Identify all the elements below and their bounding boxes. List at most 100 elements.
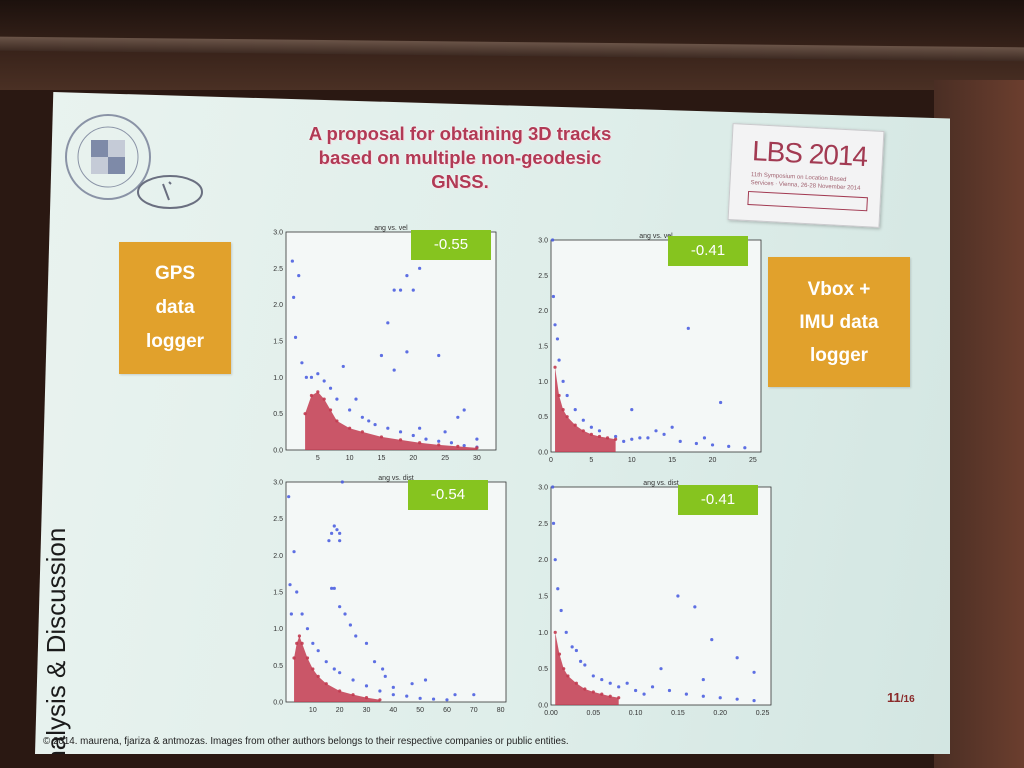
x-tick-label: 30 [473,455,481,462]
data-point-red [316,390,320,394]
data-point-blue [555,337,560,341]
data-point-blue [338,539,342,543]
chart-title: ang vs. vel [639,233,673,240]
y-tick-label: 1.5 [273,590,283,597]
series-red-band [555,367,616,452]
data-point-blue [597,429,602,433]
data-point-blue [462,444,466,448]
data-point-blue [364,684,369,688]
x-tick-label: 0.15 [671,710,685,717]
x-tick-label: 15 [378,455,386,462]
data-point-blue [475,437,479,441]
data-point-blue [332,524,336,528]
data-point-blue [710,443,715,447]
series-red-band [294,636,380,702]
chart-ang-vel-gps-svg: ang vs. vel 0.0 0.5 1.0 1.5 2.0 2.5 3.0 5 10 15 20 2… [273,225,497,462]
y-tick-label: 1.0 [273,375,283,382]
data-point-blue [654,429,658,433]
correlation-badge: -0.41 [668,236,748,266]
data-point-blue [561,379,565,383]
x-tick-label: 0.20 [713,710,727,717]
data-point-blue [309,375,314,379]
data-point-red [303,412,307,416]
data-point-blue [364,641,369,645]
data-point-blue [391,685,395,689]
data-point-blue [553,558,557,562]
data-point-red [295,641,299,645]
y-tick-label: 1.0 [538,379,548,386]
data-point-red [309,393,314,398]
y-tick-label: 2.0 [538,308,548,315]
data-point-blue [405,694,409,698]
data-point-blue [573,408,577,412]
data-point-blue [418,426,422,430]
data-point-blue [335,397,339,401]
data-point-blue [718,696,722,700]
y-tick-label: 1.0 [273,626,283,633]
data-point-blue [701,694,705,698]
page-current: 11 [887,690,901,705]
y-tick-label: 0.0 [273,700,283,707]
data-point-blue [670,425,674,429]
x-tick-label: 50 [416,707,424,714]
data-point-blue [564,630,568,634]
data-point-blue [335,528,339,532]
data-point-red [581,429,585,433]
data-point-blue [581,418,585,422]
data-point-blue [289,612,293,616]
data-point-blue [410,682,414,686]
data-point-blue [348,408,352,412]
data-point-red [573,423,577,427]
data-point-blue [551,485,555,489]
x-tick-label: 10 [628,457,636,464]
data-point-blue [743,446,747,450]
data-point-blue [354,634,358,638]
data-point-blue [316,649,320,653]
section-label-text: Analysis & Discussion [41,527,71,754]
x-tick-label: 10 [309,707,317,714]
conference-logo-subtitle: 11th Symposium on Location Based Service… [750,172,861,192]
y-tick-label: 3.0 [273,480,283,487]
data-point-blue [735,697,739,701]
data-point-red [591,690,595,694]
y-tick-label: 1.5 [538,594,548,601]
data-point-blue [443,430,447,434]
chart-ang-dist-vbox-svg: ang vs. dist 0.0 0.5 1.0 1.5 2.0 2.5 3.0 0.00 0.0… [538,480,772,717]
y-tick-label: 1.5 [273,339,283,346]
data-point-blue [343,612,347,616]
data-point-blue [386,426,390,430]
chart-ang-dist-vbox: ang vs. dist 0.0 0.5 1.0 1.5 2.0 2.5 3.0 0.00 0.0… [513,477,775,727]
data-point-blue [676,594,680,598]
data-point-blue [297,274,301,278]
data-point-red [475,446,479,450]
data-point-red [456,444,460,448]
data-point-red [600,692,604,696]
data-point-red [351,693,355,697]
y-tick-label: 1.5 [538,344,548,351]
y-tick-label: 3.0 [538,238,548,245]
x-tick-label: 0.10 [629,710,643,717]
data-point-blue [332,586,336,590]
conference-logo-card: LBS 2014 11th Symposium on Location Base… [727,123,885,228]
data-point-blue [589,425,593,429]
data-point-blue [380,667,385,671]
data-point-blue [431,697,436,701]
x-tick-label: 70 [470,707,478,714]
data-point-red [324,682,328,686]
data-point-blue [437,439,441,443]
chart-ang-dist-gps-svg: ang vs. dist 0.0 0.5 1.0 1.5 2.0 2.5 3.0 10 20 30 4… [273,475,507,714]
data-point-red [322,397,326,401]
gps-logger-label: GPS data logger [119,242,231,374]
chart-ang-vel-vbox: ang vs. vel 0.0 0.5 1.0 1.5 2.0 2.5 3.0 0 5 10 15 20… [513,230,765,474]
data-point-blue [348,623,352,627]
data-point-blue [638,436,642,440]
data-point-blue [583,663,587,667]
page-number: 11/16 [887,690,915,705]
y-tick-label: 0.5 [273,411,283,418]
data-point-blue [287,495,291,499]
data-point-blue [405,274,409,278]
data-point-blue [634,688,638,693]
data-point-blue [556,587,560,591]
data-point-red [597,434,602,439]
plot-area [550,486,772,706]
